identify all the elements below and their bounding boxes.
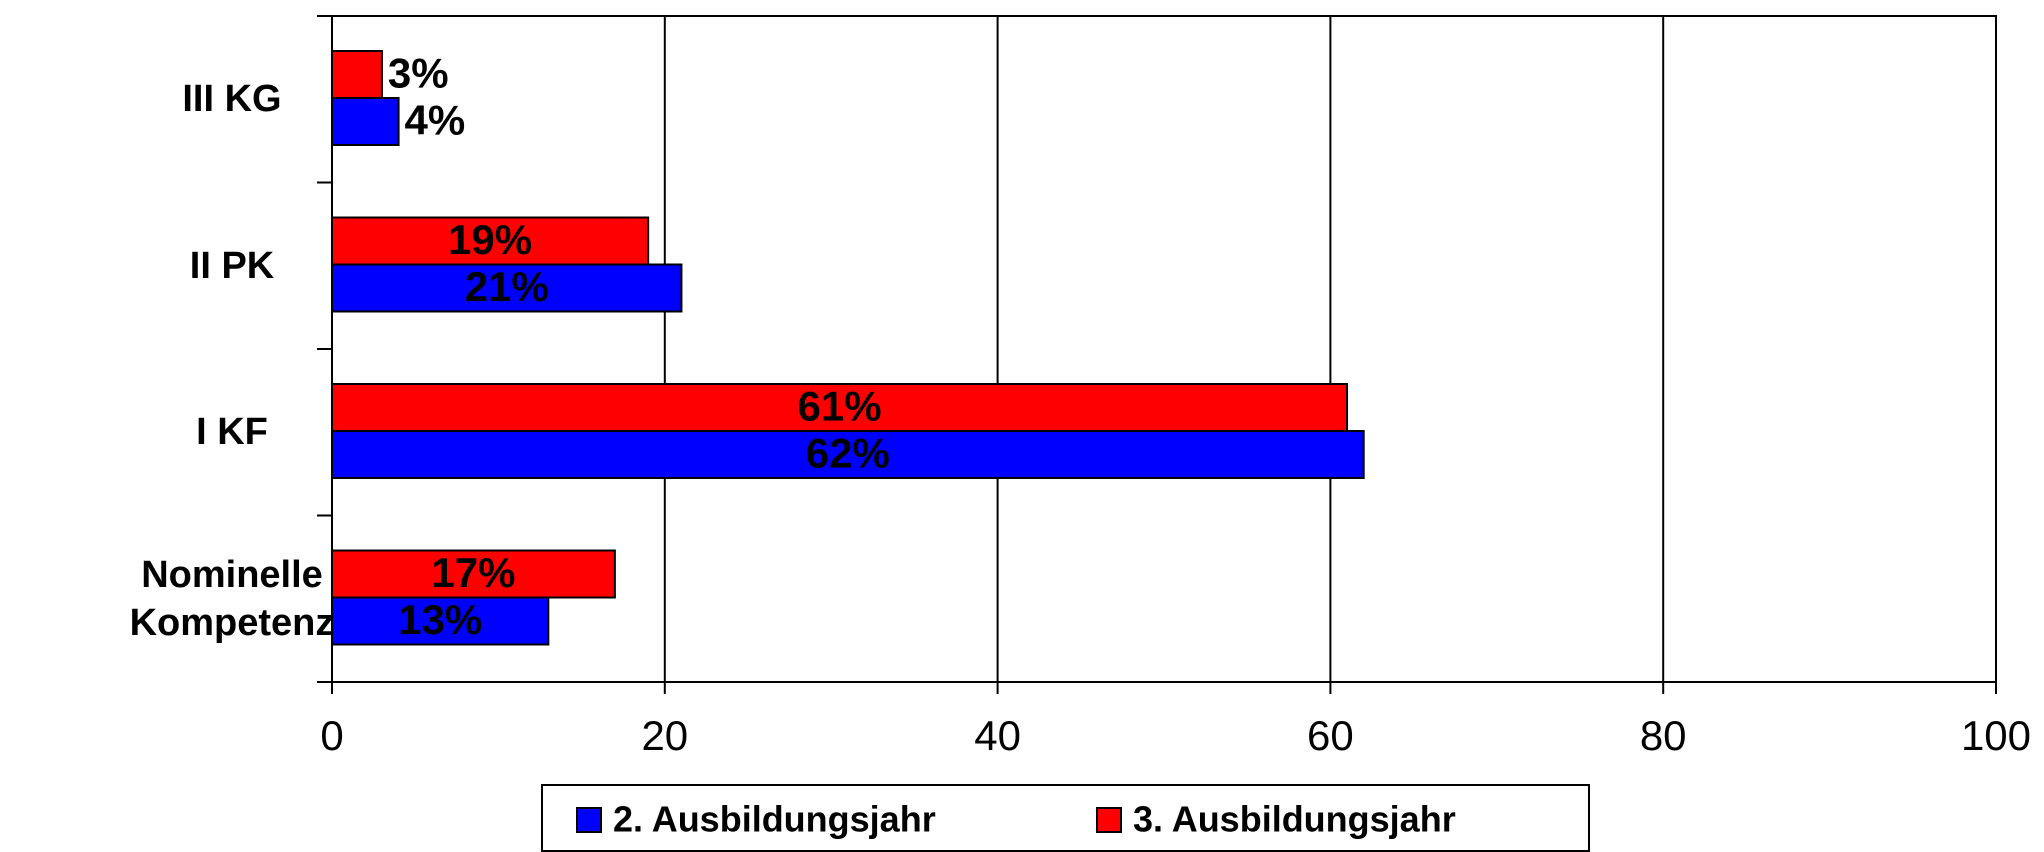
legend-swatch	[1096, 807, 1122, 833]
data-label: 19%	[448, 216, 532, 263]
x-tick-label: 100	[1961, 712, 2031, 759]
data-label: 4%	[405, 97, 466, 144]
data-label: 3%	[388, 50, 449, 97]
bar	[331, 549, 616, 599]
bar	[331, 596, 550, 646]
y-tick-label: I KF	[196, 411, 268, 454]
x-tick-label: 0	[320, 712, 343, 759]
legend-swatch	[576, 807, 602, 833]
legend-box	[541, 784, 1590, 852]
bar	[331, 430, 1365, 479]
data-label: 61%	[797, 383, 881, 430]
x-tick-label: 20	[641, 712, 688, 759]
y-tick-label: Nominelle Kompetenz	[129, 553, 335, 644]
bar	[331, 383, 1349, 432]
bar	[331, 263, 683, 313]
bar	[331, 216, 650, 266]
x-tick-label: 80	[1640, 712, 1687, 759]
bar	[331, 50, 383, 99]
data-label: 13%	[398, 596, 482, 643]
x-tick-label: 60	[1307, 712, 1354, 759]
data-label: 62%	[806, 430, 890, 477]
data-label: 21%	[465, 263, 549, 310]
y-tick-label: III KG	[182, 78, 282, 121]
legend-label: 2. Ausbildungsjahr	[613, 799, 936, 840]
x-tick-label: 40	[974, 712, 1021, 759]
data-label: 17%	[431, 549, 515, 596]
y-tick-label: II PK	[189, 244, 275, 287]
legend-label: 3. Ausbildungsjahr	[1133, 799, 1456, 840]
